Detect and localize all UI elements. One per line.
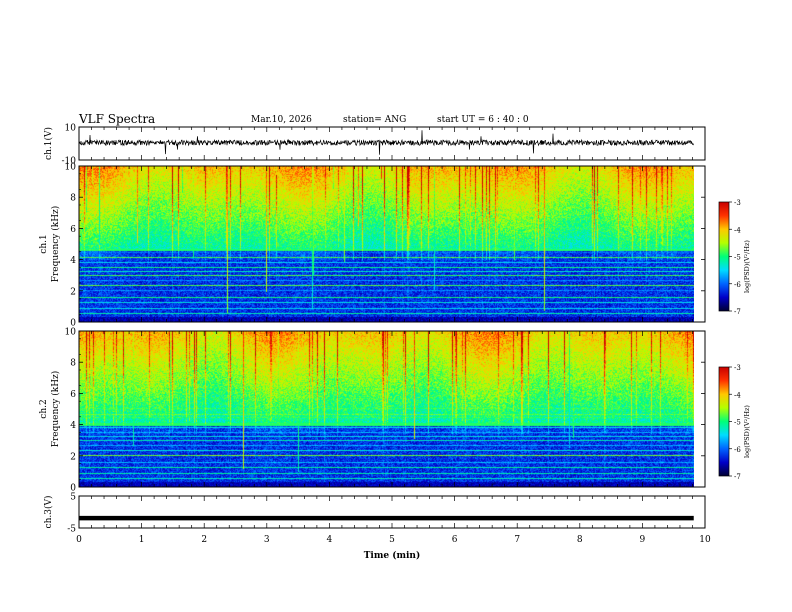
ch1-spectrogram-y-tick-label: 8 [70, 194, 76, 204]
x-tick-label: 7 [514, 535, 520, 545]
ch2-spectrogram-y-tick-label: 10 [65, 328, 77, 338]
x-tick-label: 2 [201, 535, 207, 545]
ch1-spectrogram-colorbar-tick-label: -3 [734, 199, 741, 207]
ch2-spectrogram-y-tick-label: 8 [70, 359, 76, 369]
x-tick-label: 4 [327, 535, 333, 545]
date-label: Mar.10, 2026 [251, 115, 312, 125]
ch2-spectrogram-y-tick-label: 4 [70, 421, 76, 431]
x-tick-label: 9 [640, 535, 646, 545]
ch1-spectrogram-y-tick-label: 6 [70, 225, 76, 235]
ch2-spectrogram-colorbar-tick-label: -6 [734, 446, 741, 454]
ch1-spectrogram-colorbar-tick-label: -5 [734, 254, 741, 262]
ch2-spectrogram-colorbar-label: log(PSD)(V²/Hz) [743, 405, 751, 458]
start-time-label: start UT = 6 : 40 : 0 [437, 115, 529, 125]
x-tick-label: 3 [264, 535, 270, 545]
ch1-spectrogram-colorbar-tick-label: -7 [734, 308, 741, 316]
ch2-spectrogram-heatmap [79, 331, 694, 487]
x-tick-label: 5 [389, 535, 395, 545]
x-axis-label: Time (min) [364, 550, 421, 561]
x-tick-label: 6 [452, 535, 458, 545]
ch1-waveform-y-tick-label: -10 [62, 157, 77, 167]
ch3-waveform-y-tick-label: 5 [70, 493, 76, 503]
ch3-waveform-y-tick-label: -5 [67, 525, 76, 535]
ch1-spectrogram-colorbar [718, 201, 730, 312]
ch2-spectrogram-y-tick-label: 2 [70, 452, 76, 462]
ch2-spectrogram-y-tick-label: 0 [70, 484, 76, 494]
ch1-spectrogram-colorbar-tick-label: -6 [734, 281, 741, 289]
ch1-spectrogram-y-tick-label: 0 [70, 319, 76, 329]
ch2-spectrogram-colorbar-tick-label: -3 [734, 364, 741, 372]
ch2-spectrogram-colorbar-tick-label: -4 [734, 391, 741, 399]
x-tick-label: 0 [76, 535, 82, 545]
ch1-spectrogram-ylabel-line1: ch.1 [39, 234, 49, 253]
ch2-spectrogram-ylabel-line2: Frequency (kHz) [50, 371, 61, 448]
ch2-spectrogram-colorbar [718, 366, 730, 477]
ch1-spectrogram-y-tick-label: 10 [65, 163, 77, 173]
ch1-waveform-y-tick-label: 10 [65, 124, 77, 134]
ch1-spectrogram-colorbar-label: log(PSD)(V²/Hz) [743, 240, 751, 293]
ch1-spectrogram-ylabel-line2: Frequency (kHz) [50, 206, 61, 283]
x-tick-label: 10 [699, 535, 711, 545]
ch2-spectrogram-colorbar-tick-label: -7 [734, 473, 741, 481]
x-tick-label: 8 [577, 535, 583, 545]
ch1-spectrogram-colorbar-tick-label: -4 [734, 226, 741, 234]
ch1-spectrogram-y-tick-label: 4 [70, 256, 76, 266]
ch2-spectrogram-ylabel-line1: ch.2 [39, 399, 49, 418]
x-tick-label: 1 [139, 535, 145, 545]
ch1-spectrogram-heatmap [79, 166, 694, 322]
chart-title: VLF Spectra [79, 112, 156, 126]
ch2-spectrogram-y-tick-label: 6 [70, 390, 76, 400]
ch1-waveform-ylabel: ch.1(V) [43, 127, 54, 160]
ch3-waveform-ylabel: ch.3(V) [43, 496, 54, 529]
ch2-spectrogram-colorbar-tick-label: -5 [734, 419, 741, 427]
station-label: station= ANG [343, 115, 407, 125]
ch1-spectrogram-y-tick-label: 2 [70, 287, 76, 297]
ch1-waveform-series [78, 130, 694, 155]
